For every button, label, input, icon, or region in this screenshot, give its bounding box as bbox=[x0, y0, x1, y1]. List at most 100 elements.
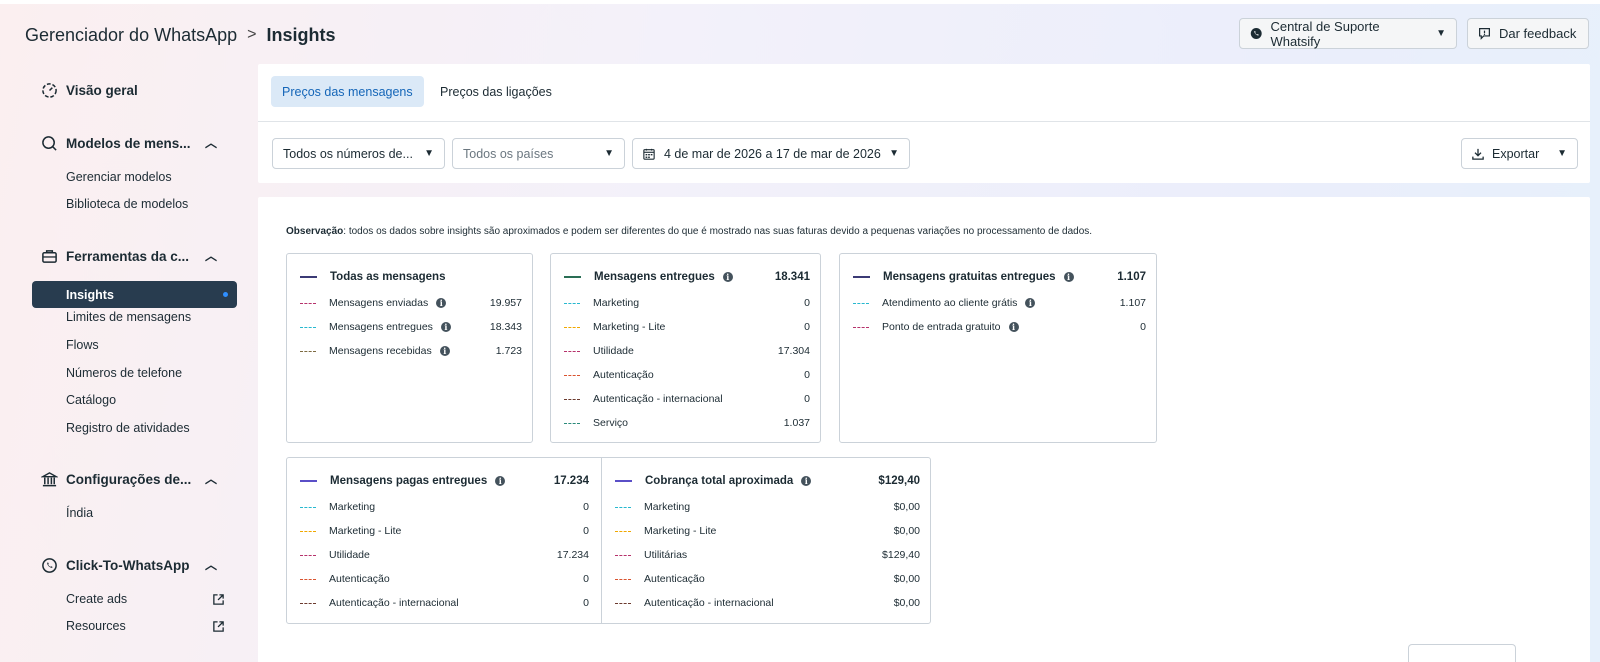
card-total: 18.341 bbox=[774, 271, 810, 283]
page-title: Insights bbox=[266, 24, 336, 45]
card-content-cost: Cobrança total aproximada i $129,40 Mark… bbox=[602, 458, 932, 623]
legend-dash bbox=[615, 554, 631, 556]
card-header: Cobrança total aproximada i $129,40 bbox=[615, 474, 920, 488]
legend-dash bbox=[300, 350, 316, 352]
metric-value: 0 bbox=[804, 369, 810, 381]
metric-label: Atendimento ao cliente grátis bbox=[882, 297, 1018, 309]
card-title: Todas as mensagens bbox=[330, 271, 446, 283]
card-header: Mensagens gratuitas entregues i 1.107 bbox=[853, 270, 1146, 284]
metric-value: $0,00 bbox=[893, 525, 920, 537]
card-title: Mensagens gratuitas entregues bbox=[883, 271, 1056, 283]
metric-row: Atendimento ao cliente grátis i 1.107 bbox=[853, 296, 1146, 310]
metric-value: 19.957 bbox=[489, 297, 522, 309]
sidebar-section-label: Click-To-WhatsApp bbox=[66, 557, 190, 573]
chevron-down-icon: ▼ bbox=[889, 148, 899, 159]
card-title: Mensagens pagas entregues bbox=[330, 475, 488, 487]
legend-dash bbox=[615, 578, 631, 580]
breadcrumb: Gerenciador do WhatsApp > Insights bbox=[25, 24, 335, 46]
sidebar-item-insights[interactable]: Insights bbox=[32, 281, 237, 308]
export-button[interactable]: Exportar ▼ bbox=[1461, 138, 1578, 169]
sidebar-item-manage-templates[interactable]: Gerenciar modelos bbox=[66, 170, 172, 184]
whatsapp-icon bbox=[1250, 28, 1262, 39]
sidebar-item-india[interactable]: Índia bbox=[66, 506, 94, 520]
chevron-down-icon: ▼ bbox=[1436, 28, 1446, 39]
sidebar-item-label: Insights bbox=[66, 287, 114, 302]
metric-label: Utilidade bbox=[593, 345, 634, 357]
date-range-picker[interactable]: 4 de mar de 2026 a 17 de mar de 2026 ▼ bbox=[632, 138, 910, 169]
info-icon[interactable]: i bbox=[722, 272, 733, 282]
metric-label: Autenticação bbox=[644, 573, 705, 585]
metric-value: 17.304 bbox=[777, 345, 810, 357]
sidebar-item-template-library[interactable]: Biblioteca de modelos bbox=[66, 197, 189, 211]
legend-dash bbox=[853, 326, 869, 328]
active-indicator-dot bbox=[223, 292, 228, 297]
card-header: Mensagens pagas entregues i 17.234 bbox=[300, 474, 589, 488]
metric-value: $0,00 bbox=[893, 597, 920, 609]
metric-value: 17.234 bbox=[556, 549, 589, 561]
metric-label: Marketing bbox=[593, 297, 640, 309]
sidebar-item-activity-log[interactable]: Registro de atividades bbox=[66, 421, 190, 435]
sidebar-item-catalog[interactable]: Catálogo bbox=[66, 393, 117, 407]
sidebar-section-label: Ferramentas da c... bbox=[66, 248, 190, 264]
legend-line bbox=[615, 480, 632, 482]
sidebar-item-create-ads[interactable]: Create ads bbox=[66, 592, 128, 606]
info-icon[interactable]: i bbox=[1025, 298, 1036, 308]
card-content-all: Todas as mensagens Mensagens enviadas i … bbox=[287, 254, 534, 442]
phone-numbers-dropdown[interactable]: Todos os números de... ▼ bbox=[272, 138, 445, 169]
feedback-label: Dar feedback bbox=[1499, 26, 1577, 41]
legend-dash bbox=[564, 302, 580, 304]
metric-label: Utilidade bbox=[329, 549, 370, 561]
metric-row: Utilidade 17.304 bbox=[564, 344, 810, 358]
whatsapp-icon bbox=[40, 556, 58, 574]
card-title: Mensagens entregues bbox=[594, 271, 715, 283]
info-icon[interactable]: i bbox=[439, 346, 450, 356]
metric-label: Autenticação bbox=[329, 573, 390, 585]
sidebar-item-phone-numbers[interactable]: Números de telefone bbox=[66, 366, 183, 380]
breadcrumb-separator: > bbox=[247, 26, 257, 43]
legend-line bbox=[564, 276, 581, 278]
metric-row: Mensagens enviadas i 19.957 bbox=[300, 296, 522, 310]
countries-value: Todos os países bbox=[463, 146, 554, 161]
external-link-icon[interactable] bbox=[212, 593, 225, 606]
metric-label: Utilitárias bbox=[644, 549, 688, 561]
support-center-button[interactable]: Central de Suporte Whatsify ▼ bbox=[1239, 18, 1457, 49]
sidebar-item-flows[interactable]: Flows bbox=[66, 338, 99, 352]
info-icon[interactable]: i bbox=[801, 476, 812, 486]
note-label: Observação bbox=[286, 226, 344, 237]
metric-row: Autenticação - internacional $0,00 bbox=[615, 596, 920, 610]
metric-row: Autenticação 0 bbox=[300, 572, 589, 586]
external-link-icon[interactable] bbox=[212, 620, 225, 633]
chevron-down-icon: ▼ bbox=[1557, 148, 1567, 159]
tab-call-pricing[interactable]: Preços das ligações bbox=[440, 84, 552, 99]
sidebar-section-ctwa[interactable]: Click-To-WhatsApp ︿ bbox=[40, 556, 237, 574]
chevron-down-icon: ▼ bbox=[604, 148, 614, 159]
breadcrumb-parent[interactable]: Gerenciador do WhatsApp bbox=[25, 24, 238, 45]
metric-row: Autenticação $0,00 bbox=[615, 572, 920, 586]
metric-row: Utilitárias $129,40 bbox=[615, 548, 920, 562]
info-icon[interactable]: i bbox=[495, 476, 506, 486]
phone-numbers-value: Todos os números de... bbox=[283, 146, 413, 161]
info-icon[interactable]: i bbox=[436, 298, 447, 308]
sidebar-item-resources[interactable]: Resources bbox=[66, 619, 126, 633]
sidebar-item-message-limits[interactable]: Limites de mensagens bbox=[66, 310, 192, 324]
countries-dropdown[interactable]: Todos os países ▼ bbox=[452, 138, 625, 169]
card-header: Todas as mensagens bbox=[300, 270, 522, 284]
sidebar-section-settings[interactable]: Configurações de... ︿ bbox=[40, 470, 237, 488]
metric-row: Autenticação 0 bbox=[564, 368, 810, 382]
feedback-button[interactable]: Dar feedback bbox=[1467, 18, 1589, 49]
chevron-up-icon: ︿ bbox=[204, 249, 217, 263]
metric-row: Serviço 1.037 bbox=[564, 416, 810, 430]
partial-button[interactable] bbox=[1408, 644, 1516, 662]
chat-bubbles-icon bbox=[40, 134, 58, 152]
info-icon[interactable]: i bbox=[1008, 322, 1019, 332]
sidebar-item-overview[interactable]: Visão geral bbox=[40, 81, 237, 99]
info-icon[interactable]: i bbox=[440, 322, 451, 332]
card-total: $129,40 bbox=[878, 475, 920, 487]
sidebar-section-tools[interactable]: Ferramentas da c... ︿ bbox=[40, 247, 237, 265]
sidebar-item-label: Visão geral bbox=[66, 82, 138, 98]
sidebar-section-templates[interactable]: Modelos de mens... ︿ bbox=[40, 134, 237, 152]
info-icon[interactable]: i bbox=[1063, 272, 1074, 282]
note-text: : todos os dados sobre insights são apro… bbox=[343, 226, 1093, 237]
legend-dash bbox=[564, 398, 580, 400]
tab-message-pricing[interactable]: Preços das mensagens bbox=[271, 76, 424, 107]
